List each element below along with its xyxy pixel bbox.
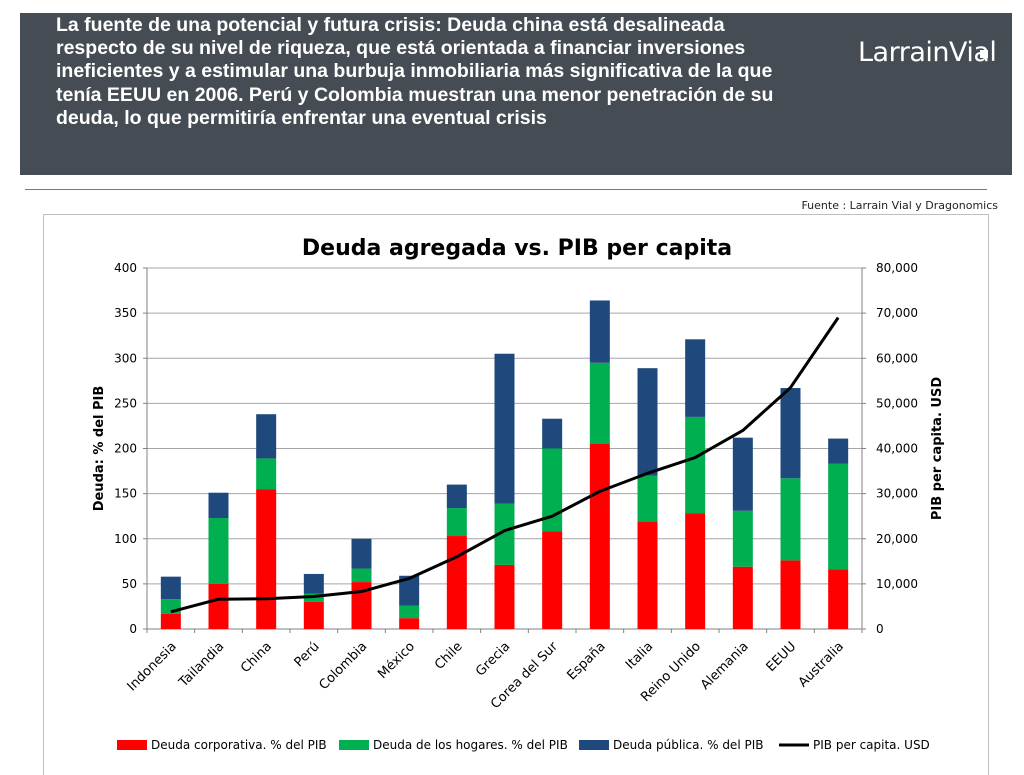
x-tick-label: Tailandia [176,639,228,691]
bar-public-debt [208,492,229,518]
larrainvial-logo: LarrainVial [858,37,997,68]
bar-corporate-debt [256,489,277,629]
chart-frame: Deuda agregada vs. PIB per capita 0 50 100 1… [43,214,989,775]
bar-public-debt [494,353,515,504]
page-title: La fuente de una potencial y futura cris… [56,14,774,129]
legend-public-debt-label: Deuda pública. % del PIB [613,738,763,752]
bar-corporate-debt [446,536,467,629]
x-tick-label: Grecia [473,639,513,679]
y2-tick-label: 50,000 [876,396,918,410]
y2-tick-label: 80,000 [876,261,918,275]
bar-corporate-debt [637,521,658,629]
legend-household-debt-swatch [339,740,369,750]
bar-corporate-debt [208,583,229,629]
bar-corporate-debt [780,560,801,629]
bar-household-debt [637,475,658,522]
y-tick-label: 250 [114,396,137,410]
bar-corporate-debt [399,618,420,629]
y2-tick-label: 0 [876,622,884,636]
y2-tick-label: 60,000 [876,351,918,365]
y-tick-label: 100 [114,532,137,546]
source-note: Fuente : Larrain Vial y Dragonomics [801,199,998,212]
y-axis-title: Deuda: % del PIB [92,386,107,512]
x-tick-label: Colombia [317,639,371,693]
header-banner: La fuente de una potencial y futura cris… [20,13,1012,175]
bar-corporate-debt [828,569,849,629]
bar-household-debt [256,458,277,490]
x-tick-label: Perú [292,639,323,670]
debt-vs-gdp-chart: Deuda agregada vs. PIB per capita 0 50 100 1… [92,236,945,752]
bar-public-debt [637,368,658,476]
legend-public-debt-swatch [579,740,609,750]
y2-tick-label: 70,000 [876,306,918,320]
bar-corporate-debt [351,582,372,629]
y-tick-label: 200 [114,442,137,456]
bar-household-debt [351,568,372,583]
line-gdp-per-capita [170,316,840,614]
header-divider [25,189,987,190]
bar-public-debt [685,339,706,417]
bar-corporate-debt [303,601,324,629]
bar-corporate-debt [732,566,753,629]
bar-public-debt [828,438,849,464]
bar-household-debt [446,508,467,537]
bar-public-debt [303,573,324,594]
y2-tick-label: 10,000 [876,577,918,591]
bar-public-debt [256,414,277,459]
bar-household-debt [208,517,229,584]
bar-household-debt [494,503,515,565]
x-tick-label: Chile [432,639,466,673]
bar-corporate-debt [685,513,706,629]
legend-gdp-per-capita-label: PIB per capita. USD [813,738,930,752]
y2-tick-label: 20,000 [876,532,918,546]
bar-household-debt [542,448,563,532]
bar-public-debt [446,484,467,509]
y-tick-label: 50 [122,577,137,591]
y-tick-label: 350 [114,306,137,320]
x-tick-label: España [565,639,609,683]
legend-household-debt-label: Deuda de los hogares. % del PIB [373,738,568,752]
x-tick-label: China [238,639,275,676]
chart-title: Deuda agregada vs. PIB per capita [302,236,732,261]
legend-corporate-debt-label: Deuda corporativa. % del PIB [151,738,327,752]
bar-household-debt [685,416,706,514]
legend-corporate-debt-swatch [117,740,147,750]
bar-public-debt [780,388,801,479]
x-tick-label: EEUU [764,639,800,675]
bar-public-debt [732,437,753,511]
x-tick-label: Italia [623,639,656,672]
bar-household-debt [732,510,753,567]
y-tick-label: 400 [114,261,137,275]
y2-tick-label: 30,000 [876,487,918,501]
bar-corporate-debt [160,613,181,629]
y2-axis-title: PIB per capita. USD [930,377,945,520]
y-tick-label: 0 [129,622,137,636]
bar-public-debt [589,300,610,363]
x-tick-label: Indonesia [125,639,180,694]
bar-public-debt [351,538,372,569]
logo-square-mark [980,50,988,58]
bar-corporate-debt [589,443,610,629]
bar-public-debt [399,575,420,606]
x-tick-label: Australia [796,639,847,690]
y2-tick-label: 40,000 [876,442,918,456]
bar-household-debt [589,362,610,444]
y-tick-label: 300 [114,351,137,365]
bar-household-debt [828,463,849,570]
bar-household-debt [780,478,801,561]
bar-public-debt [160,576,181,600]
bar-household-debt [399,605,420,619]
bar-corporate-debt [494,564,515,629]
y-tick-label: 150 [114,487,137,501]
x-tick-label: México [375,639,418,682]
x-tick-label: Alemania [698,639,752,693]
bar-public-debt [542,418,563,449]
bar-corporate-debt [542,531,563,629]
